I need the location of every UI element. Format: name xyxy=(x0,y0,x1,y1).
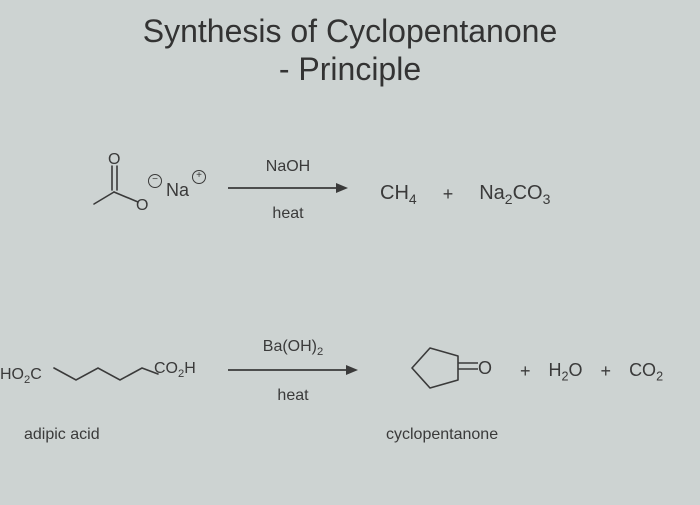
cyclopentanone-label: cyclopentanone xyxy=(386,426,498,444)
reagent-bottom-1: heat xyxy=(228,205,348,223)
page-title: Synthesis of Cyclopentanone - Principle xyxy=(0,12,700,88)
products-1: CH4 + Na2CO3 xyxy=(380,182,550,207)
minus-charge-icon: − xyxy=(148,174,162,188)
adipic-right-group: CO2H xyxy=(154,360,196,380)
sodium-cation: Na xyxy=(166,180,189,201)
product-ch4: CH4 xyxy=(380,182,417,207)
carbonyl-o: O xyxy=(108,151,120,168)
reaction-arrow-2: Ba(OH)2 heat xyxy=(228,338,358,405)
reagent-top-1: NaOH xyxy=(228,158,348,176)
adipic-acid-structure: HO2C CO2H xyxy=(0,340,218,400)
plus-sign: + xyxy=(601,361,612,382)
ether-o: O xyxy=(136,197,148,214)
reagent-bottom-2: heat xyxy=(228,387,358,405)
adipic-chain-svg xyxy=(6,340,166,390)
product-na2co3: Na2CO3 xyxy=(479,182,550,207)
reaction-2: HO2C CO2H adipic acid Ba(OH)2 heat xyxy=(0,330,700,450)
plus-sign: + xyxy=(443,184,454,205)
cyclopentanone-structure: O xyxy=(396,338,496,398)
cyclopentanone-o: O xyxy=(478,358,492,379)
arrow-svg-1 xyxy=(228,178,348,198)
sodium-acetate-structure: O O − Na + xyxy=(88,150,228,220)
reagent-top-2: Ba(OH)2 xyxy=(228,338,358,358)
adipic-acid-label: adipic acid xyxy=(24,426,100,444)
reaction-arrow-1: NaOH heat xyxy=(228,158,348,223)
byproducts-2: + H2O + CO2 xyxy=(520,360,663,384)
plus-sign: + xyxy=(520,361,531,382)
byproduct-h2o: H2O xyxy=(549,360,583,384)
title-line1: Synthesis of Cyclopentanone - Principle xyxy=(0,12,700,88)
byproduct-co2: CO2 xyxy=(629,360,663,384)
reaction-1: O O − Na + NaOH heat CH4 + Na2CO3 xyxy=(0,150,700,250)
arrow-svg-2 xyxy=(228,360,358,380)
plus-charge-icon: + xyxy=(192,170,206,184)
